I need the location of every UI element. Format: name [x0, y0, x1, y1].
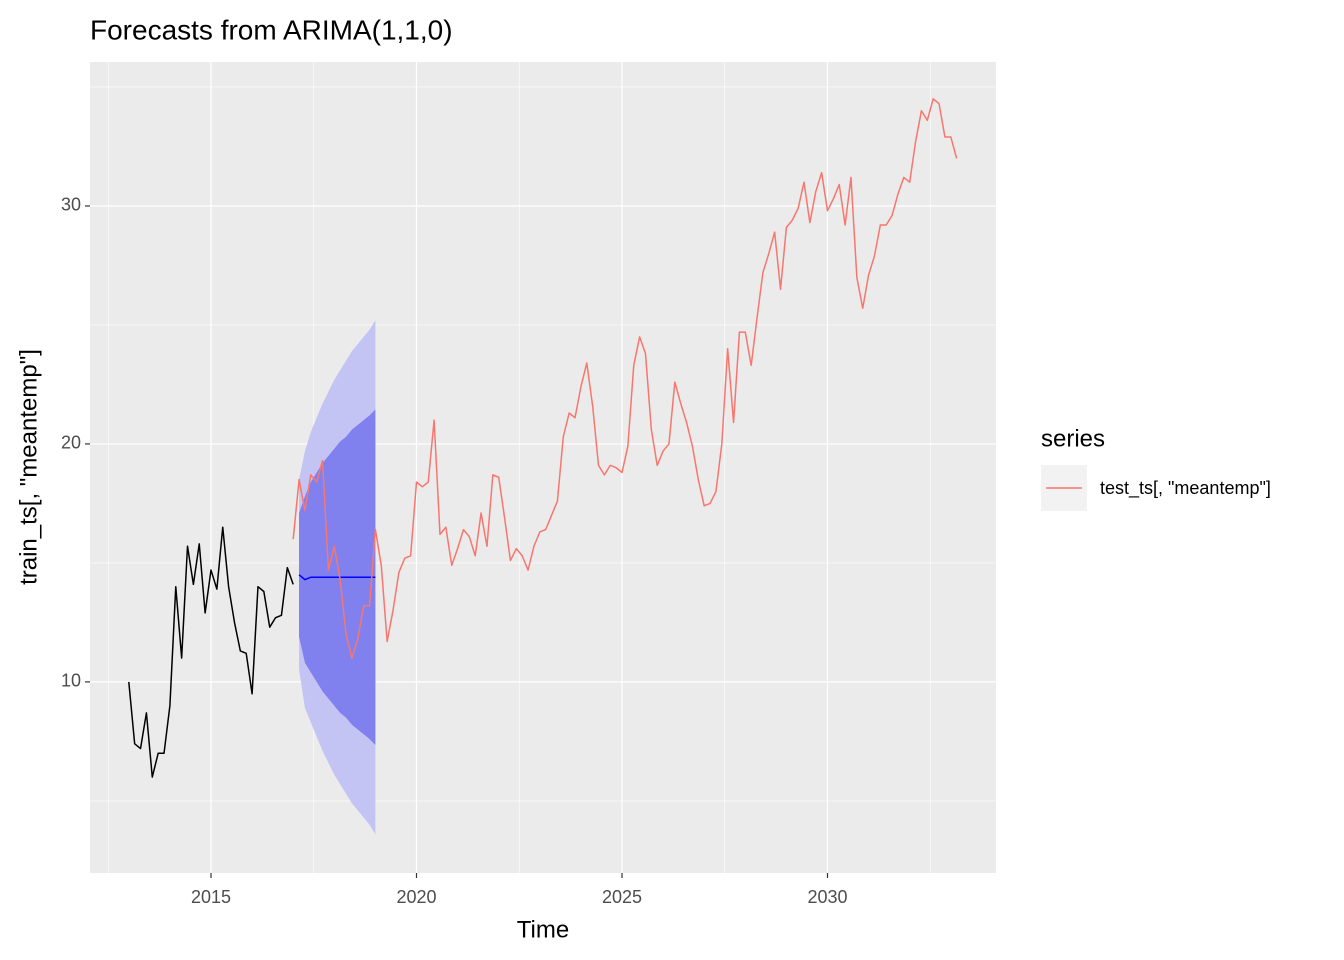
forecast-mean: [298, 574, 376, 581]
series-line: [292, 98, 958, 659]
x-tick-label: 2015: [191, 887, 231, 907]
x-tick-label: 2025: [602, 887, 642, 907]
y-tick-label: 30: [61, 195, 81, 215]
y-tick-label: 20: [61, 433, 81, 453]
panel: [90, 62, 996, 873]
y-axis-label: train_ts[, "meantemp"]: [15, 349, 42, 585]
x-tick-label: 2030: [807, 887, 847, 907]
legend-label: test_ts[, "meantemp"]: [1100, 478, 1271, 499]
x-tick-label: 2020: [396, 887, 436, 907]
legend-title: series: [1041, 425, 1105, 452]
series-line: [128, 526, 294, 778]
y-tick-label: 10: [61, 671, 81, 691]
x-axis-label: Time: [517, 916, 569, 943]
chart-title: Forecasts from ARIMA(1,1,0): [90, 14, 453, 45]
